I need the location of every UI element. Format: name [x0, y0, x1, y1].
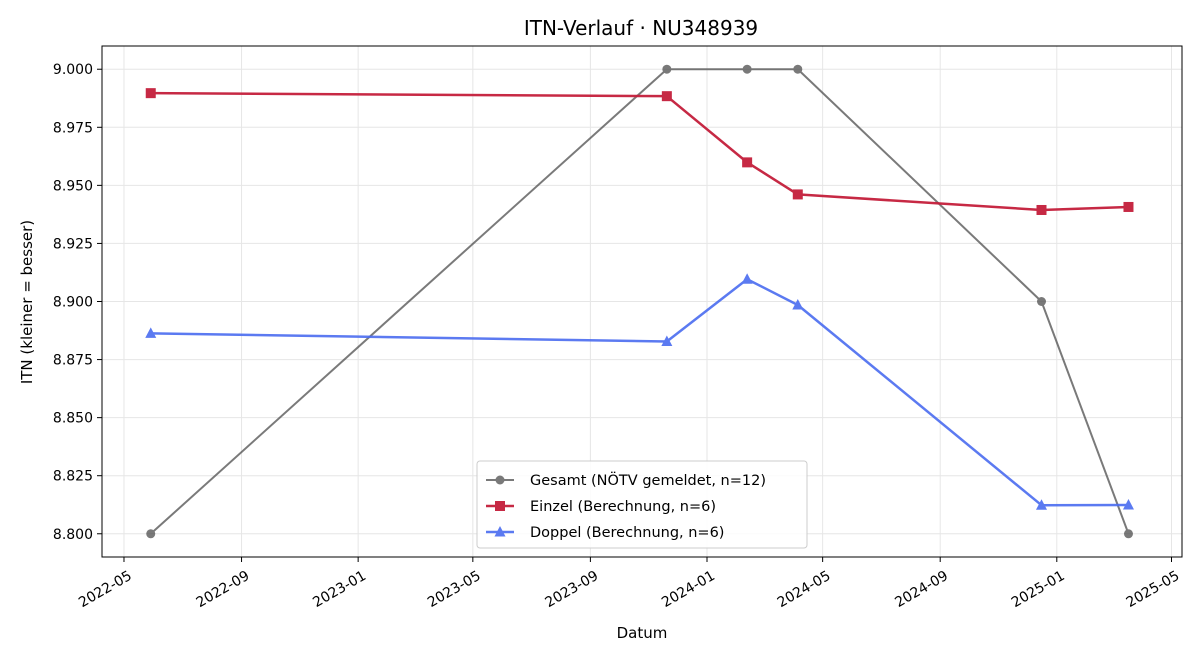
data-point	[742, 157, 753, 168]
y-tick-label: 9.000	[53, 62, 93, 78]
data-point	[1036, 204, 1047, 215]
legend: Gesamt (NÖTV gemeldet, n=12) Einzel (Bere…	[476, 460, 808, 549]
data-point	[741, 273, 753, 284]
y-tick-label: 8.800	[53, 527, 93, 543]
data-point	[662, 64, 672, 74]
y-tick-label: 8.950	[53, 178, 93, 194]
y-tick-label: 8.850	[53, 411, 93, 427]
y-axis: 8.800 8.825 8.850 8.875 8.900 8.925 8.950 8.975…	[53, 62, 102, 543]
y-tick-label: 8.925	[53, 236, 93, 252]
data-point	[145, 88, 156, 99]
series-line	[150, 91, 1129, 212]
data-point	[146, 529, 156, 539]
series-3	[145, 273, 1134, 510]
data-point	[742, 64, 752, 74]
data-point	[1123, 201, 1134, 212]
legend-marker	[495, 501, 505, 511]
data-point	[793, 64, 803, 74]
legend-entry	[486, 475, 514, 485]
data-point	[792, 298, 804, 310]
data-point	[792, 189, 803, 200]
legend-marker	[495, 475, 505, 485]
legend-label: Einzel (Berechnung, n=6)	[530, 499, 716, 515]
x-tick-label: 2023-05	[425, 568, 484, 611]
data-point	[1036, 499, 1048, 510]
series-2	[145, 88, 1134, 215]
series-1	[146, 64, 1133, 539]
y-tick-label: 8.900	[53, 295, 93, 311]
y-tick-label: 8.975	[53, 120, 93, 136]
y-tick-label: 8.825	[53, 469, 93, 485]
x-tick-label: 2025-05	[1124, 568, 1183, 611]
chart-title: ITN-Verlauf · NU348939	[524, 16, 758, 40]
legend-entry	[486, 526, 514, 537]
y-tick-label: 8.875	[53, 353, 93, 369]
series-line	[150, 68, 1130, 535]
x-tick-label: 2025-01	[1009, 568, 1068, 611]
x-tick-label: 2024-09	[892, 568, 951, 611]
series-layer	[145, 64, 1134, 539]
data-point	[661, 91, 672, 102]
data-point	[145, 327, 157, 338]
legend-label: Gesamt (NÖTV gemeldet, n=12)	[530, 471, 766, 489]
x-tick-label: 2024-05	[775, 568, 834, 611]
y-axis-title: ITN (kleiner = besser)	[18, 220, 36, 384]
data-point	[1122, 498, 1134, 510]
legend-label: Doppel (Berechnung, n=6)	[530, 525, 724, 541]
x-tick-label: 2023-09	[543, 568, 602, 611]
legend-marker	[494, 526, 506, 537]
x-tick-label: 2024-01	[659, 568, 718, 611]
x-axis-title: Datum	[617, 624, 668, 642]
series-line	[150, 277, 1129, 507]
x-tick-label: 2022-05	[76, 568, 135, 611]
data-point	[661, 335, 673, 346]
x-tick-label: 2022-09	[194, 568, 253, 611]
x-axis: 2022-05 2022-09 2023-01 2023-05 2023-09 2024-…	[76, 557, 1182, 611]
grid	[102, 46, 1182, 557]
legend-box	[476, 460, 808, 549]
legend-entry	[486, 501, 514, 511]
data-point	[1123, 529, 1133, 539]
x-tick-label: 2023-01	[310, 568, 369, 611]
data-point	[1037, 297, 1047, 306]
